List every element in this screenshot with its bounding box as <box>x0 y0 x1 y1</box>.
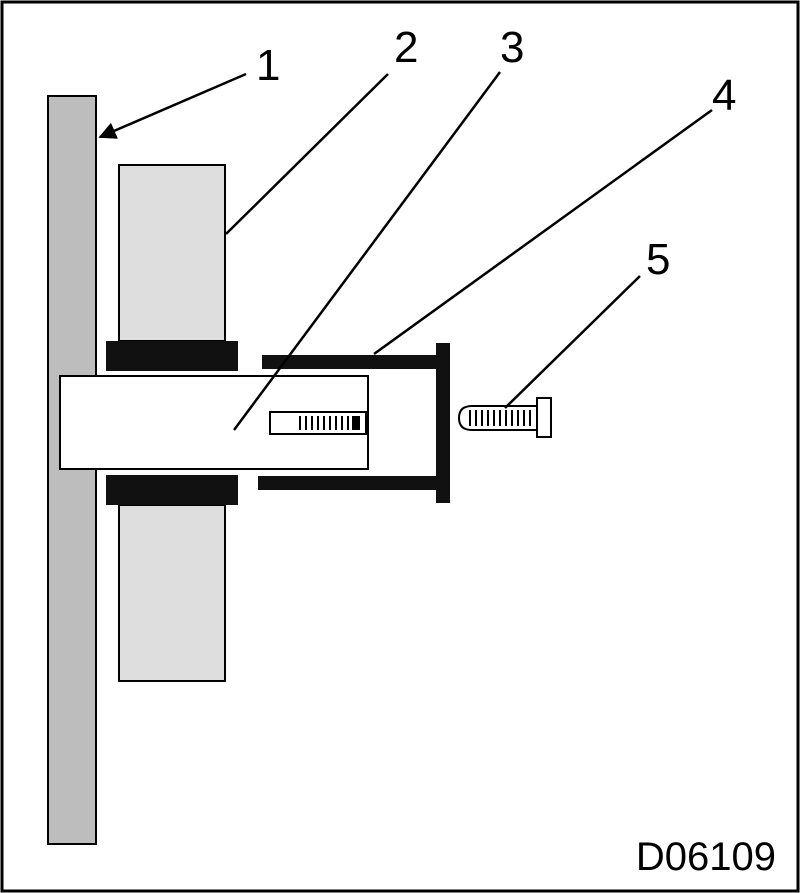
upper-pad <box>106 341 238 371</box>
bracket-top-arm <box>262 355 442 369</box>
callout-2: 2 <box>394 23 418 72</box>
lower-pad <box>106 475 238 505</box>
lower-block <box>118 504 226 682</box>
bolt <box>457 397 552 438</box>
leader-line-5 <box>504 275 641 409</box>
leader-line-1 <box>98 72 247 139</box>
threaded-hole <box>269 411 367 435</box>
callout-1: 1 <box>256 41 280 90</box>
leader-line-4 <box>373 108 713 356</box>
callout-3: 3 <box>500 23 524 72</box>
callout-4: 4 <box>712 71 736 120</box>
leader-line-3 <box>232 71 502 431</box>
upper-block <box>118 164 226 342</box>
callout-5: 5 <box>646 235 670 284</box>
bracket-bottom-arm <box>258 476 442 490</box>
bracket-plate <box>436 343 450 503</box>
leader-line-2 <box>225 73 389 235</box>
figure-code: D06109 <box>636 835 776 879</box>
